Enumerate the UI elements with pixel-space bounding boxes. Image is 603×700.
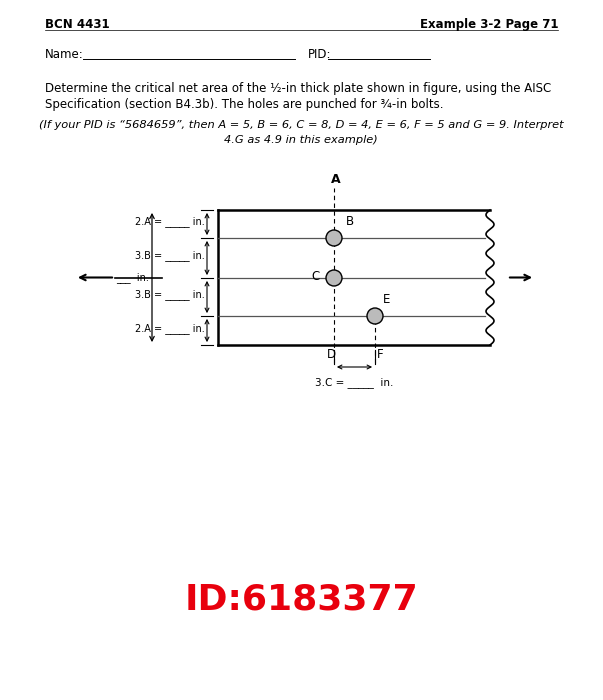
Text: 3.B = _____ in.: 3.B = _____ in. (135, 251, 205, 262)
Text: E: E (383, 293, 390, 306)
Circle shape (367, 308, 383, 324)
Text: Example 3-2 Page 71: Example 3-2 Page 71 (420, 18, 558, 31)
Circle shape (326, 270, 342, 286)
Text: 4.G as 4.9 in this example): 4.G as 4.9 in this example) (224, 135, 378, 145)
Text: Name:: Name: (45, 48, 84, 61)
Text: 3.B = _____ in.: 3.B = _____ in. (135, 290, 205, 300)
Text: C: C (312, 270, 320, 283)
Text: BCN 4431: BCN 4431 (45, 18, 110, 31)
Text: ___  in.: ___ in. (116, 272, 149, 283)
Text: 2.A = _____ in.: 2.A = _____ in. (135, 216, 205, 228)
Text: PID:: PID: (308, 48, 332, 61)
Text: ID:6183377: ID:6183377 (184, 583, 418, 617)
Text: 2.A = _____ in.: 2.A = _____ in. (135, 323, 205, 334)
Circle shape (326, 230, 342, 246)
Text: B: B (346, 215, 354, 228)
Text: 3.C = _____  in.: 3.C = _____ in. (315, 377, 394, 388)
Text: F: F (377, 348, 384, 361)
Text: D: D (326, 348, 335, 361)
Text: A: A (331, 173, 341, 186)
Text: Determine the critical net area of the ½-in thick plate shown in figure, using t: Determine the critical net area of the ½… (45, 82, 551, 95)
Text: (If your PID is “5684659”, then A = 5, B = 6, C = 8, D = 4, E = 6, F = 5 and G =: (If your PID is “5684659”, then A = 5, B… (39, 120, 563, 130)
Text: Specification (section B4.3b). The holes are punched for ¾-in bolts.: Specification (section B4.3b). The holes… (45, 98, 443, 111)
